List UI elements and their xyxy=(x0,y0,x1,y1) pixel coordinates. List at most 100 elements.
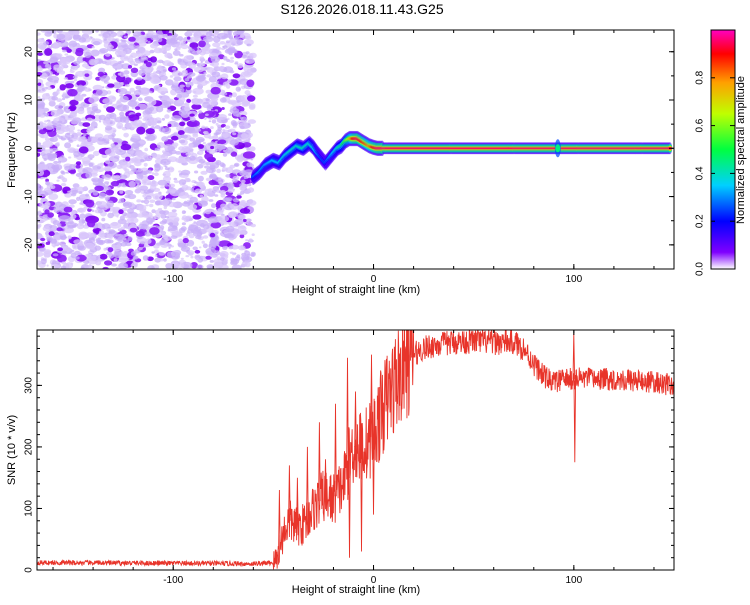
noise-speck xyxy=(72,75,78,79)
noise-speck xyxy=(37,190,48,197)
noise-speck xyxy=(166,109,172,113)
noise-speck xyxy=(79,213,86,219)
noise-speck xyxy=(212,135,219,140)
noise-speck xyxy=(208,142,213,146)
noise-speck xyxy=(145,204,149,207)
noise-speck xyxy=(224,125,231,129)
noise-speck xyxy=(134,58,139,61)
noise-speck xyxy=(85,65,92,70)
noise-speck xyxy=(209,239,220,247)
noise-speck xyxy=(190,262,198,269)
noise-speck xyxy=(103,134,111,140)
noise-speck xyxy=(106,200,114,208)
noise-speck xyxy=(37,104,45,110)
noise-speck xyxy=(57,247,63,252)
noise-speck xyxy=(99,253,108,260)
noise-speck xyxy=(37,223,42,228)
noise-speck xyxy=(240,133,248,139)
noise-speck xyxy=(250,251,256,257)
noise-speck xyxy=(192,246,198,251)
noise-speck xyxy=(69,99,79,106)
noise-speck xyxy=(225,40,230,44)
noise-speck xyxy=(194,188,202,194)
noise-speck xyxy=(149,199,156,203)
noise-speck xyxy=(169,75,174,78)
noise-speck xyxy=(101,217,106,222)
noise-speck xyxy=(239,185,246,191)
noise-speck xyxy=(37,52,43,56)
noise-speck xyxy=(181,184,189,191)
noise-speck xyxy=(154,200,161,206)
noise-speck xyxy=(213,209,224,216)
noise-speck xyxy=(154,164,161,171)
noise-speck xyxy=(219,250,229,258)
noise-speck xyxy=(154,249,159,253)
noise-speck xyxy=(229,108,240,114)
noise-speck xyxy=(228,113,232,116)
noise-speck xyxy=(242,151,256,159)
noise-speck xyxy=(176,126,182,131)
noise-speck xyxy=(163,205,167,210)
noise-speck xyxy=(215,129,222,135)
noise-speck xyxy=(197,175,204,182)
noise-speck xyxy=(151,209,156,214)
noise-speck xyxy=(219,97,227,103)
noise-speck xyxy=(70,112,77,119)
noise-speck xyxy=(198,40,206,48)
noise-speck xyxy=(147,169,152,174)
noise-speck xyxy=(174,86,185,94)
colorbar-label: Normalized spectral amplitude xyxy=(735,76,747,224)
noise-speck xyxy=(46,264,49,267)
noise-speck xyxy=(52,253,59,257)
noise-speck xyxy=(50,185,56,190)
noise-speck xyxy=(111,263,117,267)
noise-speck xyxy=(76,103,81,109)
noise-speck xyxy=(38,129,47,135)
snr-x-axis-label: Height of straight line (km) xyxy=(292,584,420,596)
noise-speck xyxy=(108,253,115,259)
noise-speck xyxy=(147,155,152,159)
noise-speck xyxy=(81,219,86,224)
y-tick-label: -10 xyxy=(24,189,35,204)
noise-speck xyxy=(64,132,71,139)
noise-speck xyxy=(221,123,226,128)
noise-speck xyxy=(208,120,212,123)
noise-speck xyxy=(180,44,189,50)
noise-speck xyxy=(85,193,90,197)
noise-speck xyxy=(191,103,202,110)
noise-speck xyxy=(92,41,101,46)
noise-speck xyxy=(145,61,152,68)
noise-speck xyxy=(85,171,93,179)
noise-speck xyxy=(57,176,62,179)
noise-speck xyxy=(210,86,221,95)
noise-speck xyxy=(216,168,222,174)
noise-speck xyxy=(79,145,82,148)
noise-speck xyxy=(65,31,75,38)
noise-speck xyxy=(116,164,123,169)
noise-speck xyxy=(130,263,138,268)
noise-speck xyxy=(243,137,250,142)
noise-speck xyxy=(158,34,164,39)
noise-speck xyxy=(87,220,96,228)
noise-speck xyxy=(164,114,170,119)
noise-speck xyxy=(207,169,212,173)
noise-speck xyxy=(216,256,221,259)
noise-speck xyxy=(215,80,219,84)
noise-speck xyxy=(117,99,122,104)
noise-speck xyxy=(54,79,59,84)
noise-speck xyxy=(228,245,234,250)
noise-speck xyxy=(184,77,190,82)
noise-speck xyxy=(67,147,76,153)
noise-speck xyxy=(208,39,213,42)
noise-speck xyxy=(202,243,208,249)
noise-speck xyxy=(96,166,101,170)
noise-speck xyxy=(210,56,221,63)
noise-speck xyxy=(39,202,45,207)
noise-speck xyxy=(69,45,73,49)
noise-speck xyxy=(194,249,201,254)
noise-speck xyxy=(65,83,74,89)
noise-speck xyxy=(228,128,236,133)
noise-speck xyxy=(149,117,158,124)
noise-speck xyxy=(196,232,203,237)
noise-speck xyxy=(161,136,169,142)
